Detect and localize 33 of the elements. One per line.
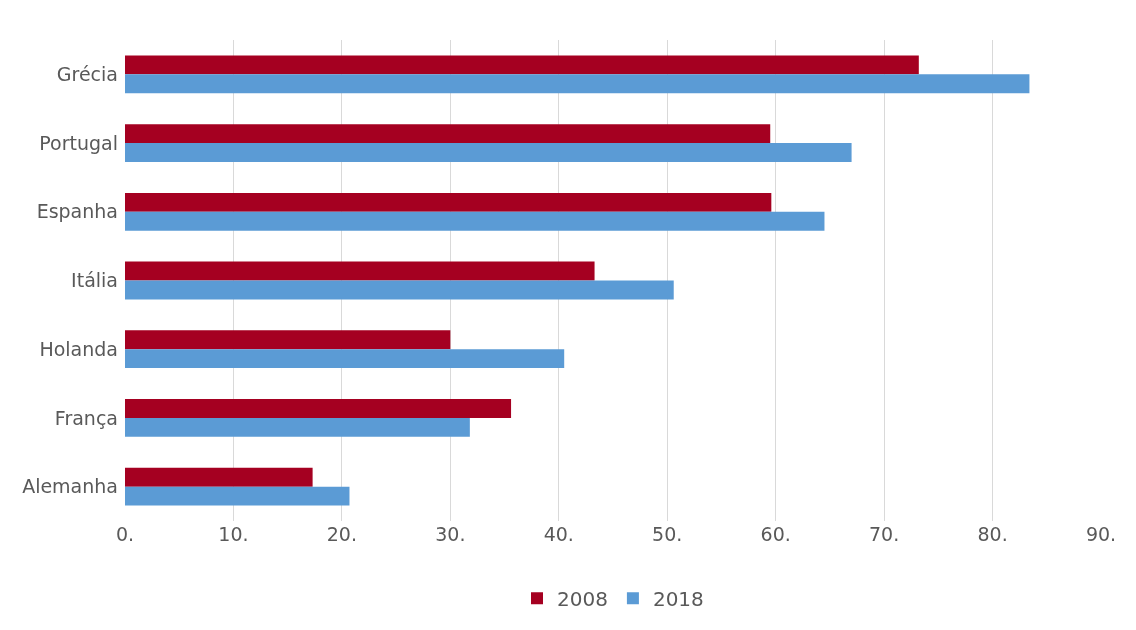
x-tick-label: 40. — [543, 523, 574, 545]
bar — [125, 74, 1030, 94]
x-tick-label: 20. — [326, 523, 357, 545]
y-tick-label: Portugal — [39, 131, 118, 154]
x-tick-label: 0. — [115, 523, 135, 545]
bar — [125, 211, 825, 231]
bar — [125, 467, 313, 487]
bar — [125, 261, 595, 281]
bar — [125, 143, 852, 162]
x-tick-label: 50. — [652, 523, 683, 545]
y-tick-label: Itália — [71, 269, 118, 292]
bar — [125, 330, 451, 350]
x-tick-label: 80. — [977, 523, 1008, 545]
bar — [125, 417, 470, 437]
bar — [125, 124, 771, 144]
bar — [125, 399, 512, 418]
x-tick-label: 10. — [218, 523, 249, 545]
legend-label: 2018 — [652, 587, 704, 612]
legend-label: 2008 — [557, 587, 608, 612]
bar — [125, 55, 919, 75]
bar — [125, 486, 350, 506]
x-tick-label: 30. — [435, 523, 466, 545]
x-tick-label: 90. — [1085, 523, 1117, 545]
bar — [125, 192, 772, 212]
y-tick-label: Alemanha — [22, 475, 118, 498]
x-tick-label: 60. — [760, 523, 791, 545]
y-tick-label: Espanha — [36, 200, 118, 223]
x-tick-label: 70. — [869, 523, 900, 545]
bar — [125, 280, 674, 300]
bar — [125, 349, 565, 369]
y-tick-label: Grécia — [56, 63, 118, 86]
y-tick-label: Holanda — [39, 337, 118, 360]
y-tick-label: França — [54, 406, 118, 429]
